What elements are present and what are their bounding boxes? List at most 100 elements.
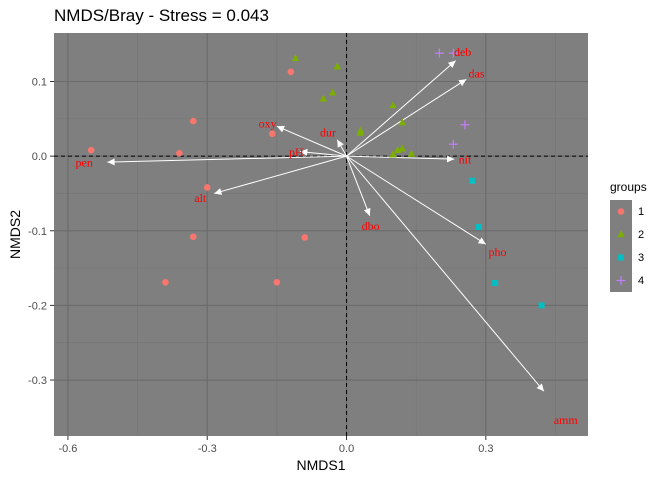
group-4-point-1 xyxy=(434,48,444,58)
site-points xyxy=(87,48,545,309)
group-1-point-9 xyxy=(162,278,169,286)
vector-label-das: das xyxy=(469,67,485,81)
group-2-point-7 xyxy=(389,101,397,109)
y-tick-label: 0.1 xyxy=(32,77,47,89)
legend-label-2: 2 xyxy=(638,228,645,241)
grid-major xyxy=(54,33,588,436)
vector-das-arrowhead xyxy=(458,79,467,87)
group-3-point-1 xyxy=(468,177,475,184)
legend-symbol-4 xyxy=(616,276,626,285)
y-tick-label: -0.1 xyxy=(28,226,47,238)
vector-pho-line xyxy=(346,155,487,245)
vector-das-line xyxy=(346,78,467,157)
vector-label-nit: nit xyxy=(459,152,472,166)
legend-label-4: 4 xyxy=(638,274,645,287)
legend-item-2: 2 xyxy=(610,223,647,246)
legend-key-4 xyxy=(610,269,632,292)
group-1-point-3 xyxy=(176,149,183,157)
vector-label-deb: deb xyxy=(454,45,471,59)
vector-label-pen: pen xyxy=(76,155,93,169)
vector-deb-line xyxy=(346,60,456,157)
legend-label-3: 3 xyxy=(638,251,645,264)
vector-alt-line xyxy=(214,155,347,194)
group-2-point-8 xyxy=(398,118,407,126)
vector-label-pho: pho xyxy=(488,245,506,259)
group-2-point-9 xyxy=(389,150,397,158)
vector-nit-arrowhead xyxy=(446,155,455,163)
vector-oxy-arrowhead xyxy=(276,125,285,133)
group-3-point-3 xyxy=(492,280,499,287)
group-2-point-1 xyxy=(291,54,300,62)
vector-deb-arrowhead xyxy=(447,60,456,68)
group-2-point-6 xyxy=(356,128,365,136)
group-3-point-4 xyxy=(538,302,545,309)
y-tick-label: -0.3 xyxy=(28,375,47,387)
vector-label-alt: alt xyxy=(194,191,207,205)
legend-label-1: 1 xyxy=(638,205,645,218)
vector-label-amm: amm xyxy=(554,413,579,427)
group-1-point-5 xyxy=(268,130,276,138)
env-vectors xyxy=(107,60,545,392)
legend-item-1: 1 xyxy=(610,200,647,223)
vector-pho-arrowhead xyxy=(477,237,486,245)
grid-minor xyxy=(54,33,588,436)
vector-nit-line xyxy=(346,155,455,160)
group-1-point-2 xyxy=(190,117,197,125)
legend-symbol-2 xyxy=(617,230,625,238)
group-2-point-3 xyxy=(319,94,328,102)
vector-pen-arrowhead xyxy=(107,158,115,166)
group-4-point-2 xyxy=(448,48,458,58)
zero-lines xyxy=(54,33,588,436)
x-tick-label: -0.6 xyxy=(58,443,77,455)
group-1-point-6 xyxy=(203,184,211,191)
vector-dbo-arrowhead xyxy=(363,207,371,216)
group-2-point-2 xyxy=(333,62,342,70)
y-axis-ticks: 0.1 0.0 -0.1 -0.2 -0.3 xyxy=(28,77,54,387)
group-1-point-8 xyxy=(301,234,309,241)
legend-rows: 1 2 3 4 xyxy=(610,200,647,292)
group-1-point-4 xyxy=(287,68,295,76)
vector-oxy-line xyxy=(276,125,347,157)
vector-label-oxy: oxy xyxy=(259,117,277,131)
legend-title: groups xyxy=(610,180,647,194)
x-tick-label: -0.3 xyxy=(198,443,217,455)
y-tick-label: -0.2 xyxy=(28,300,47,312)
x-axis-label: NMDS1 xyxy=(296,457,345,473)
group-4-point-4 xyxy=(448,139,458,149)
group-3-point-2 xyxy=(475,224,482,231)
group-1-point-10 xyxy=(273,278,281,286)
group-2-point-4 xyxy=(328,88,337,96)
legend-key-2 xyxy=(610,223,632,246)
vector-pH-arrowhead xyxy=(300,148,308,156)
chart-title: NMDS/Bray - Stress = 0.043 xyxy=(54,6,269,25)
vector-amm-line xyxy=(346,155,545,392)
vector-label-dur: dur xyxy=(320,126,336,140)
vector-label-dbo: dbo xyxy=(362,219,380,233)
vector-alt-arrowhead xyxy=(214,188,223,195)
legend: groups 1 2 3 4 xyxy=(610,180,647,292)
group-1-point-1 xyxy=(87,146,95,154)
group-1-point-7 xyxy=(190,233,197,241)
group-2-point-12 xyxy=(407,149,416,157)
group-4-point-3 xyxy=(460,120,470,130)
vector-amm-arrowhead xyxy=(536,383,544,392)
vector-pH-line xyxy=(300,151,347,157)
x-axis-ticks: -0.6 -0.3 0.0 0.3 xyxy=(58,436,493,455)
vector-dur-arrowhead xyxy=(337,139,344,148)
vector-dbo-line xyxy=(346,155,371,217)
legend-item-3: 3 xyxy=(610,246,647,269)
y-axis-label: NMDS2 xyxy=(7,210,23,259)
legend-symbol-3 xyxy=(618,254,624,261)
legend-symbol-1 xyxy=(617,208,625,215)
legend-key-1 xyxy=(610,200,632,223)
legend-item-4: 4 xyxy=(610,269,647,292)
legend-key-3 xyxy=(610,246,632,269)
group-2-point-11 xyxy=(398,144,407,152)
plot-panel xyxy=(54,33,588,436)
vector-pen-line xyxy=(107,155,347,163)
y-tick-label: 0.0 xyxy=(32,151,47,163)
x-tick-label: 0.3 xyxy=(478,443,493,455)
vector-label-pH: pH xyxy=(289,145,304,159)
